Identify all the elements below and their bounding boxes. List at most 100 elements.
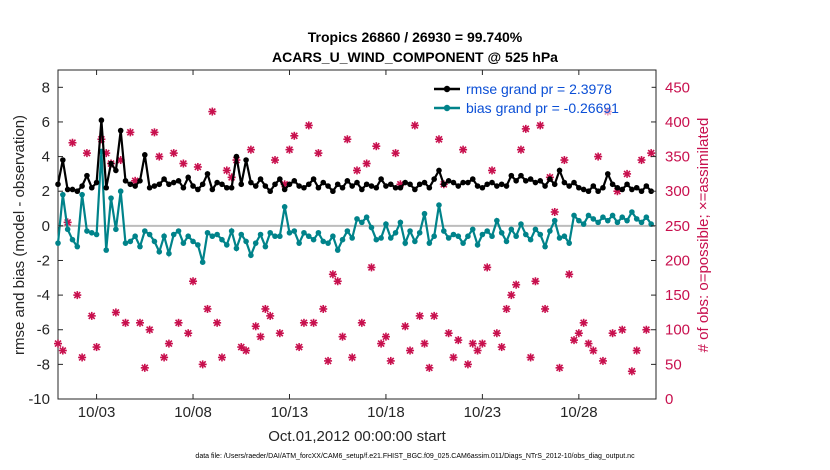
obs-marker [598, 356, 607, 365]
obs-marker [73, 291, 82, 300]
obs-marker [357, 318, 366, 327]
rmse-point [489, 179, 495, 186]
rmse-point [257, 176, 264, 182]
bias-point [219, 236, 225, 243]
rmse-point [387, 181, 394, 188]
obs-marker [266, 311, 275, 320]
bias-point [595, 219, 601, 226]
bias-point [161, 233, 167, 240]
bias-point [503, 238, 510, 245]
rmse-point [503, 183, 510, 189]
bias-point [349, 235, 355, 241]
obs-marker [415, 311, 424, 320]
bias-point [363, 214, 370, 220]
obs-marker [179, 159, 188, 168]
bias-point [580, 221, 587, 227]
bias-point [455, 233, 462, 240]
rmse-point [127, 181, 134, 188]
bias-point [199, 259, 206, 266]
bias-point [522, 231, 529, 238]
bias-point [527, 236, 534, 243]
obs-marker [406, 346, 415, 355]
bias-point [368, 224, 375, 231]
rmse-point [142, 152, 148, 158]
obs-marker [555, 363, 564, 372]
rmse-point [450, 179, 457, 186]
rmse-point [494, 183, 500, 189]
rmse-point [209, 186, 216, 193]
bias-point [469, 226, 476, 233]
rmse-point [84, 172, 90, 179]
rmse-point [498, 181, 505, 188]
bias-point [291, 228, 298, 234]
obs-marker [618, 325, 627, 334]
rmse-point [195, 186, 201, 193]
bias-point [508, 226, 515, 233]
obs-marker [271, 156, 280, 165]
y-left-tick-label: 4 [42, 149, 50, 166]
rmse-point [252, 183, 259, 189]
bias-point [614, 219, 621, 226]
rmse-point [286, 181, 293, 188]
rmse-point [132, 183, 138, 189]
bias-point [262, 243, 269, 250]
x-tick-label: 10/23 [464, 404, 502, 421]
bias-point [286, 229, 293, 236]
rmse-point [624, 181, 630, 188]
bias-point [243, 238, 249, 245]
rmse-point [291, 178, 298, 184]
rmse-point [445, 178, 452, 184]
bias-point [137, 243, 143, 250]
bias-point [325, 240, 331, 246]
rmse-point [484, 181, 491, 188]
rmse-point [354, 179, 360, 186]
bias-point [223, 242, 230, 248]
bias-point [412, 238, 418, 245]
obs-marker [121, 318, 130, 327]
obs-marker [463, 360, 472, 369]
bias-point [93, 231, 100, 238]
rmse-point [402, 179, 409, 186]
y-left-tick-label: -4 [37, 287, 50, 304]
obs-marker [222, 166, 231, 175]
rmse-point [334, 181, 341, 188]
y-left-tick-label: -2 [37, 252, 50, 269]
rmse-point [113, 167, 119, 174]
legend: rmse grand pr = 2.3978 bias grand pr = -… [428, 76, 652, 120]
y-axis-left-label: rmse and bias (model - observation) [11, 115, 28, 355]
rmse-point [296, 183, 302, 189]
obs-marker [391, 149, 400, 158]
rmse-point [368, 183, 375, 189]
bias-point [518, 221, 524, 227]
obs-marker [502, 304, 511, 313]
bias-point [643, 214, 650, 220]
bias-point [170, 231, 177, 238]
obs-marker [237, 343, 246, 352]
obs-marker [410, 121, 419, 130]
bias-point [142, 228, 148, 234]
bias-point [103, 247, 110, 253]
obs-marker [174, 318, 183, 327]
rmse-point [325, 183, 331, 189]
bias-point [547, 228, 553, 234]
rmse-point [146, 184, 153, 191]
y-right-tick-label: 150 [665, 287, 690, 304]
obs-marker [362, 159, 371, 168]
rmse-point [532, 179, 539, 186]
bias-point [296, 240, 302, 246]
bias-point [354, 216, 360, 222]
obs-marker [290, 131, 299, 140]
obs-marker [275, 329, 284, 338]
rmse-point [643, 183, 650, 189]
rmse-point [600, 184, 606, 191]
rmse-point [522, 178, 529, 184]
obs-marker [198, 360, 207, 369]
rmse-point [310, 176, 317, 182]
bias-point [180, 240, 187, 246]
obs-marker [319, 304, 328, 313]
rmse-point [272, 181, 278, 188]
obs-marker [338, 332, 347, 341]
obs-marker [251, 322, 260, 331]
bias-point [604, 217, 611, 224]
bias-point [195, 242, 201, 248]
